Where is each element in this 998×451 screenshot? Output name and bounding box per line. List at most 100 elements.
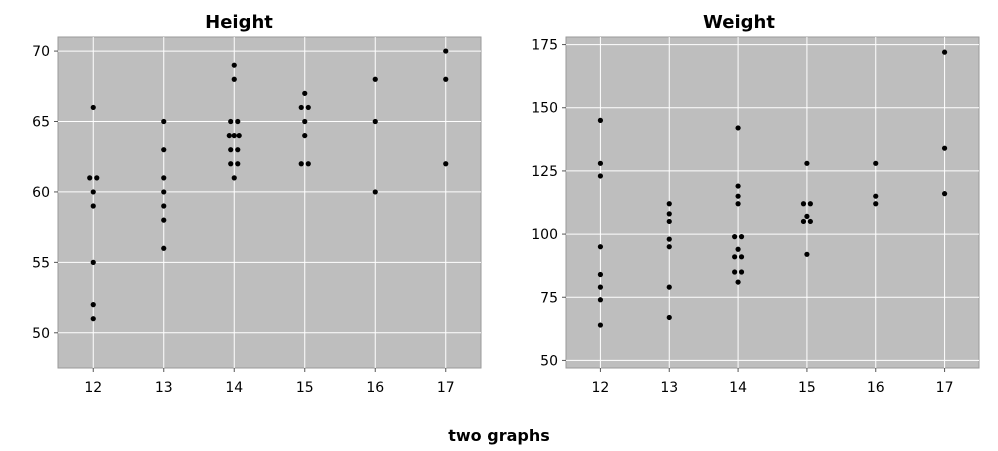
weight-data-point [941, 145, 948, 151]
weight-data-point [804, 213, 810, 219]
height-y-tick-label: 65 [32, 115, 50, 131]
weight-x-tick-label: 15 [798, 380, 816, 396]
weight-data-point [732, 234, 738, 240]
height-data-point [228, 118, 234, 125]
weight-x-tick-label: 13 [660, 380, 678, 396]
height-y-tick-label: 70 [32, 44, 50, 60]
height-data-point [161, 203, 167, 209]
height-data-point [235, 147, 241, 153]
height-x-tick-label: 12 [84, 380, 102, 396]
weight-data-point [666, 284, 672, 290]
height-data-point [90, 316, 96, 322]
weight-data-point [800, 218, 807, 225]
weight-y-tick-label: 50 [540, 353, 558, 369]
height-x-tick-label: 16 [366, 380, 384, 396]
weight-data-point [666, 236, 672, 242]
weight-chart: Weight 50 75 100 125 150 175 12 13 14 15 16 17 [498, 0, 998, 404]
height-data-point [443, 48, 449, 54]
weight-data-point [597, 322, 604, 328]
weight-data-point [597, 297, 604, 303]
weight-data-point [735, 201, 741, 207]
weight-x-tick-label: 14 [729, 380, 747, 396]
weight-data-point [807, 218, 813, 225]
height-data-point [305, 161, 311, 167]
height-data-point [231, 132, 237, 139]
height-data-point [87, 175, 93, 181]
height-data-point [231, 62, 237, 68]
weight-data-point [807, 201, 813, 207]
height-data-point [305, 104, 311, 111]
weight-data-point [800, 201, 807, 207]
height-data-point [298, 161, 304, 167]
height-chart: Height 50 55 60 65 70 12 13 14 15 16 17 [0, 0, 498, 404]
height-y-tick-label: 60 [32, 185, 50, 201]
weight-data-point [732, 269, 738, 275]
weight-data-point [597, 271, 604, 278]
weight-data-point [597, 173, 604, 179]
height-data-point [228, 161, 234, 167]
weight-data-point [738, 254, 745, 260]
height-data-point [90, 259, 96, 265]
height-data-point [443, 161, 449, 167]
height-data-point [235, 161, 241, 167]
height-x-tick-label: 13 [155, 380, 173, 396]
weight-y-tick-label: 75 [540, 290, 558, 306]
weight-data-point [873, 201, 879, 207]
weight-data-point [597, 160, 604, 166]
height-data-point [372, 76, 378, 82]
height-data-point [235, 118, 241, 125]
height-data-point [226, 132, 232, 139]
weight-data-point [735, 125, 741, 131]
weight-data-point [735, 246, 741, 252]
weight-data-point [873, 160, 879, 166]
weight-data-point [597, 244, 604, 250]
height-data-point [231, 76, 237, 82]
height-data-point [443, 76, 449, 82]
height-data-point [94, 175, 100, 181]
weight-data-point [735, 183, 741, 189]
weight-y-tick-label: 175 [531, 38, 558, 54]
weight-chart-svg: Weight 50 75 100 125 150 175 12 13 14 15 16 17 [531, 12, 980, 396]
height-data-point [302, 90, 308, 96]
weight-data-point [735, 193, 741, 199]
height-chart-svg: Height 50 55 60 65 70 12 13 14 15 16 17 [32, 12, 482, 396]
weight-data-point [738, 269, 745, 275]
height-data-point [231, 175, 237, 181]
weight-data-point [735, 279, 741, 285]
height-data-point [228, 147, 234, 153]
weight-data-point [941, 49, 948, 55]
height-data-point [236, 132, 242, 139]
height-data-point [302, 132, 308, 139]
height-x-tick-label: 14 [225, 380, 243, 396]
height-y-tick-label: 50 [32, 326, 50, 342]
height-data-point [161, 245, 167, 251]
weight-plot-area [565, 36, 980, 369]
height-x-tick-label: 17 [437, 380, 455, 396]
height-data-point [161, 175, 167, 181]
weight-data-point [666, 211, 672, 217]
weight-data-point [804, 251, 810, 257]
weight-x-tick-label: 12 [592, 380, 610, 396]
height-data-point [298, 104, 304, 111]
figure-caption: two graphs [448, 426, 550, 445]
weight-data-point [666, 244, 672, 250]
weight-data-point [597, 117, 604, 123]
height-data-point [90, 203, 96, 209]
weight-title: Weight [703, 12, 775, 33]
weight-y-tick-label: 100 [531, 227, 558, 243]
height-data-point [90, 189, 96, 195]
height-y-tick-label: 55 [32, 255, 50, 271]
height-data-point [161, 189, 167, 195]
height-title: Height [205, 12, 273, 33]
height-data-point [161, 217, 167, 223]
weight-data-point [666, 314, 672, 321]
height-data-point [302, 118, 308, 125]
weight-x-tick-label: 16 [867, 380, 885, 396]
height-data-point [372, 189, 378, 195]
weight-data-point [804, 160, 810, 166]
weight-data-point [941, 191, 948, 197]
weight-data-point [666, 218, 672, 225]
height-data-point [372, 118, 378, 125]
weight-data-point [873, 193, 879, 199]
weight-data-point [666, 201, 672, 207]
